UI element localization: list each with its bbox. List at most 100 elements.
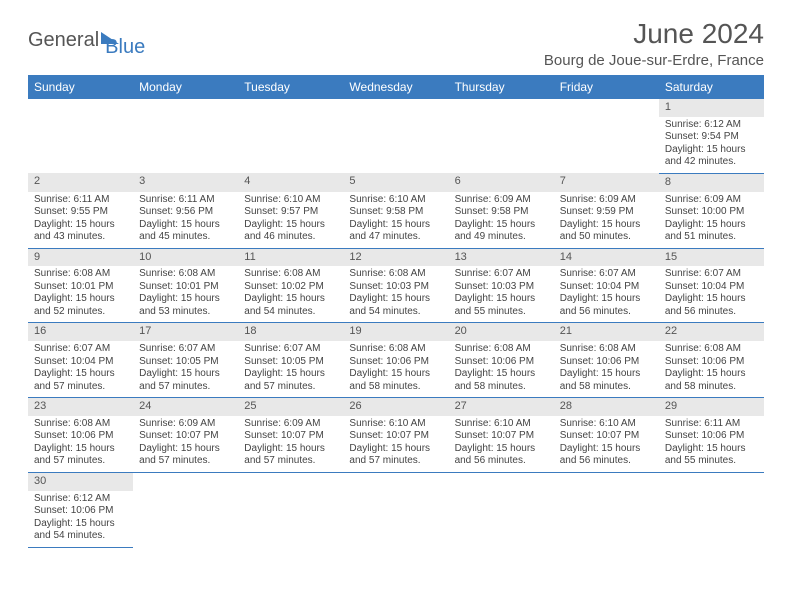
day-d1: Daylight: 15 hours: [349, 293, 442, 306]
day-sr: Sunrise: 6:08 AM: [349, 268, 442, 281]
day-d1: Daylight: 15 hours: [34, 368, 127, 381]
day-number-cell: 4: [238, 173, 343, 191]
day-content-cell: Sunrise: 6:12 AMSunset: 9:54 PMDaylight:…: [659, 117, 764, 174]
day-d2: and 57 minutes.: [349, 455, 442, 468]
day-sr: Sunrise: 6:09 AM: [455, 194, 548, 207]
day-ss: Sunset: 10:03 PM: [455, 281, 548, 294]
day-content-row: Sunrise: 6:12 AMSunset: 10:06 PMDaylight…: [28, 491, 764, 548]
day-d1: Daylight: 15 hours: [560, 443, 653, 456]
day-d1: Daylight: 15 hours: [244, 368, 337, 381]
day-number-cell: 11: [238, 248, 343, 266]
day-ss: Sunset: 10:04 PM: [665, 281, 758, 294]
day-number-cell: 19: [343, 323, 448, 341]
day-d1: Daylight: 15 hours: [349, 368, 442, 381]
day-d1: Daylight: 15 hours: [349, 443, 442, 456]
day-content-cell: Sunrise: 6:09 AMSunset: 10:00 PMDaylight…: [659, 192, 764, 249]
day-content-cell: Sunrise: 6:09 AMSunset: 10:07 PMDaylight…: [133, 416, 238, 473]
day-ss: Sunset: 10:01 PM: [139, 281, 232, 294]
day-sr: Sunrise: 6:08 AM: [244, 268, 337, 281]
weekday-header: Saturday: [659, 75, 764, 99]
day-sr: Sunrise: 6:10 AM: [244, 194, 337, 207]
day-d1: Daylight: 15 hours: [349, 219, 442, 232]
weekday-header: Friday: [554, 75, 659, 99]
day-d2: and 54 minutes.: [34, 530, 127, 543]
page-header: General Blue June 2024 Bourg de Joue-sur…: [28, 18, 764, 69]
day-sr: Sunrise: 6:10 AM: [349, 194, 442, 207]
day-content-cell: Sunrise: 6:08 AMSunset: 10:03 PMDaylight…: [343, 266, 448, 323]
day-sr: Sunrise: 6:09 AM: [139, 418, 232, 431]
day-d1: Daylight: 15 hours: [139, 293, 232, 306]
day-content-cell: Sunrise: 6:08 AMSunset: 10:06 PMDaylight…: [343, 341, 448, 398]
day-content-cell: Sunrise: 6:09 AMSunset: 9:58 PMDaylight:…: [449, 192, 554, 249]
day-ss: Sunset: 10:00 PM: [665, 206, 758, 219]
weekday-header: Wednesday: [343, 75, 448, 99]
day-number-row: 1: [28, 99, 764, 117]
day-ss: Sunset: 10:06 PM: [455, 356, 548, 369]
day-d2: and 58 minutes.: [455, 381, 548, 394]
day-d1: Daylight: 15 hours: [665, 293, 758, 306]
day-content-cell: Sunrise: 6:10 AMSunset: 9:57 PMDaylight:…: [238, 192, 343, 249]
day-content-cell: Sunrise: 6:08 AMSunset: 10:02 PMDaylight…: [238, 266, 343, 323]
day-sr: Sunrise: 6:12 AM: [34, 493, 127, 506]
day-d2: and 43 minutes.: [34, 231, 127, 244]
day-ss: Sunset: 9:58 PM: [349, 206, 442, 219]
day-d1: Daylight: 15 hours: [34, 293, 127, 306]
day-ss: Sunset: 10:07 PM: [139, 430, 232, 443]
day-number-row: 30: [28, 472, 764, 490]
day-ss: Sunset: 10:06 PM: [34, 430, 127, 443]
day-content-cell: Sunrise: 6:09 AMSunset: 9:59 PMDaylight:…: [554, 192, 659, 249]
day-content-cell: Sunrise: 6:08 AMSunset: 10:06 PMDaylight…: [554, 341, 659, 398]
day-d2: and 57 minutes.: [139, 455, 232, 468]
day-number-row: 2345678: [28, 173, 764, 191]
day-content-row: Sunrise: 6:08 AMSunset: 10:01 PMDaylight…: [28, 266, 764, 323]
day-number-cell: [449, 99, 554, 117]
day-sr: Sunrise: 6:07 AM: [244, 343, 337, 356]
day-d2: and 51 minutes.: [665, 231, 758, 244]
day-d1: Daylight: 15 hours: [665, 443, 758, 456]
day-content-cell: Sunrise: 6:10 AMSunset: 10:07 PMDaylight…: [449, 416, 554, 473]
day-ss: Sunset: 10:07 PM: [244, 430, 337, 443]
day-number-cell: [554, 99, 659, 117]
day-content-cell: Sunrise: 6:10 AMSunset: 10:07 PMDaylight…: [343, 416, 448, 473]
day-number-cell: [133, 99, 238, 117]
day-number-cell: [28, 99, 133, 117]
day-number-cell: 22: [659, 323, 764, 341]
day-d2: and 49 minutes.: [455, 231, 548, 244]
day-sr: Sunrise: 6:07 AM: [560, 268, 653, 281]
day-content-cell: Sunrise: 6:08 AMSunset: 10:06 PMDaylight…: [659, 341, 764, 398]
day-d2: and 53 minutes.: [139, 306, 232, 319]
day-sr: Sunrise: 6:08 AM: [34, 268, 127, 281]
day-d2: and 55 minutes.: [665, 455, 758, 468]
day-content-cell: Sunrise: 6:07 AMSunset: 10:03 PMDaylight…: [449, 266, 554, 323]
day-number-cell: [449, 472, 554, 490]
day-number-cell: 29: [659, 398, 764, 416]
day-number-cell: [343, 99, 448, 117]
weekday-header-row: SundayMondayTuesdayWednesdayThursdayFrid…: [28, 75, 764, 99]
day-sr: Sunrise: 6:10 AM: [560, 418, 653, 431]
day-content-cell: Sunrise: 6:07 AMSunset: 10:05 PMDaylight…: [133, 341, 238, 398]
day-d1: Daylight: 15 hours: [560, 368, 653, 381]
day-d2: and 56 minutes.: [665, 306, 758, 319]
logo-text-general: General: [28, 29, 99, 52]
day-number-cell: 30: [28, 472, 133, 490]
day-content-cell: [449, 491, 554, 548]
day-ss: Sunset: 10:05 PM: [244, 356, 337, 369]
day-d2: and 58 minutes.: [665, 381, 758, 394]
day-d2: and 57 minutes.: [139, 381, 232, 394]
day-sr: Sunrise: 6:08 AM: [455, 343, 548, 356]
day-d2: and 42 minutes.: [665, 156, 758, 169]
day-ss: Sunset: 10:04 PM: [560, 281, 653, 294]
day-number-cell: 28: [554, 398, 659, 416]
day-content-cell: Sunrise: 6:09 AMSunset: 10:07 PMDaylight…: [238, 416, 343, 473]
month-title: June 2024: [544, 18, 764, 50]
day-number-cell: [554, 472, 659, 490]
day-number-cell: [659, 472, 764, 490]
day-ss: Sunset: 10:07 PM: [349, 430, 442, 443]
day-d2: and 50 minutes.: [560, 231, 653, 244]
day-content-cell: Sunrise: 6:07 AMSunset: 10:04 PMDaylight…: [28, 341, 133, 398]
day-sr: Sunrise: 6:07 AM: [34, 343, 127, 356]
day-sr: Sunrise: 6:09 AM: [665, 194, 758, 207]
day-sr: Sunrise: 6:08 AM: [349, 343, 442, 356]
day-number-row: 16171819202122: [28, 323, 764, 341]
day-d2: and 47 minutes.: [349, 231, 442, 244]
